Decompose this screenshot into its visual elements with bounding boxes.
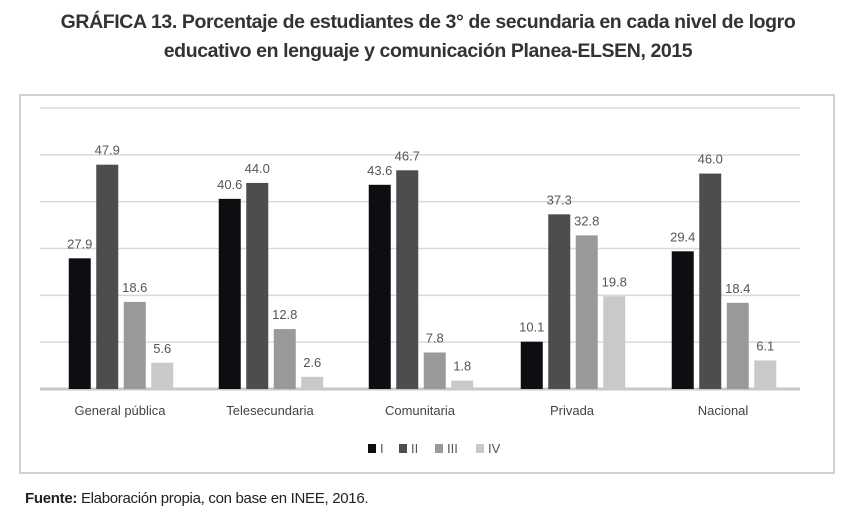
bar-IV	[754, 360, 777, 389]
data-label: 19.8	[602, 274, 627, 289]
bar-II	[246, 182, 269, 389]
data-label: 46.7	[395, 148, 420, 163]
bar-II	[699, 173, 722, 389]
x-tick-label: General pública	[74, 403, 166, 418]
data-label: 40.6	[217, 177, 242, 192]
chart-frame	[19, 94, 835, 474]
data-label: 2.6	[303, 355, 321, 370]
bar-III	[423, 352, 446, 389]
data-label: 44.0	[245, 161, 270, 176]
bar-IV	[451, 380, 474, 389]
legend-label-III: III	[447, 441, 458, 456]
data-label: 7.8	[426, 330, 444, 345]
source-label: Fuente:	[25, 490, 78, 507]
bar-III	[726, 302, 749, 389]
bar-III	[123, 301, 146, 389]
bar-III	[575, 235, 598, 389]
x-tick-label: Telesecundaria	[226, 403, 314, 418]
data-label: 32.8	[574, 213, 599, 228]
data-label: 6.1	[756, 338, 774, 353]
data-label: 27.9	[67, 236, 92, 251]
x-tick-label: Nacional	[698, 403, 749, 418]
bar-I	[218, 198, 241, 389]
bar-I	[368, 184, 391, 389]
x-tick-label: Privada	[550, 403, 595, 418]
data-label: 1.8	[453, 359, 471, 374]
data-label: 5.6	[153, 341, 171, 356]
data-label: 10.1	[519, 320, 544, 335]
data-label: 43.6	[367, 163, 392, 178]
data-label: 47.9	[95, 143, 120, 158]
source-text: Elaboración propia, con base en INEE, 20…	[77, 490, 369, 507]
legend-swatch-III	[435, 444, 443, 453]
bar-IV	[603, 296, 626, 389]
chart-title: GRÁFICA 13. Porcentaje de estudiantes de…	[0, 8, 856, 66]
data-label: 37.3	[547, 192, 572, 207]
bar-II	[96, 164, 119, 389]
x-tick-label: Comunitaria	[385, 403, 456, 418]
bar-IV	[151, 362, 174, 389]
data-label: 12.8	[272, 307, 297, 322]
bar-II	[396, 170, 419, 389]
bar-II	[548, 214, 571, 389]
legend-swatch-IV	[476, 444, 484, 453]
legend-label-I: I	[380, 441, 384, 456]
data-label: 29.4	[670, 229, 695, 244]
data-label: 18.4	[725, 281, 750, 296]
legend-swatch-I	[368, 444, 376, 453]
bar-I	[68, 258, 91, 389]
bar-I	[520, 341, 543, 389]
title-line-1: GRÁFICA 13. Porcentaje de estudiantes de…	[60, 11, 796, 33]
bar-IV	[301, 376, 324, 389]
data-label: 46.0	[698, 152, 723, 167]
data-label: 18.6	[122, 280, 147, 295]
title-line-2: educativo en lenguaje y comunicación Pla…	[163, 40, 693, 62]
bar-III	[273, 329, 296, 389]
legend-label-IV: IV	[488, 441, 501, 456]
bar-I	[671, 251, 694, 389]
legend-label-II: II	[411, 441, 418, 456]
source-note: Fuente: Elaboración propia, con base en …	[25, 490, 369, 507]
legend-swatch-II	[399, 444, 407, 453]
